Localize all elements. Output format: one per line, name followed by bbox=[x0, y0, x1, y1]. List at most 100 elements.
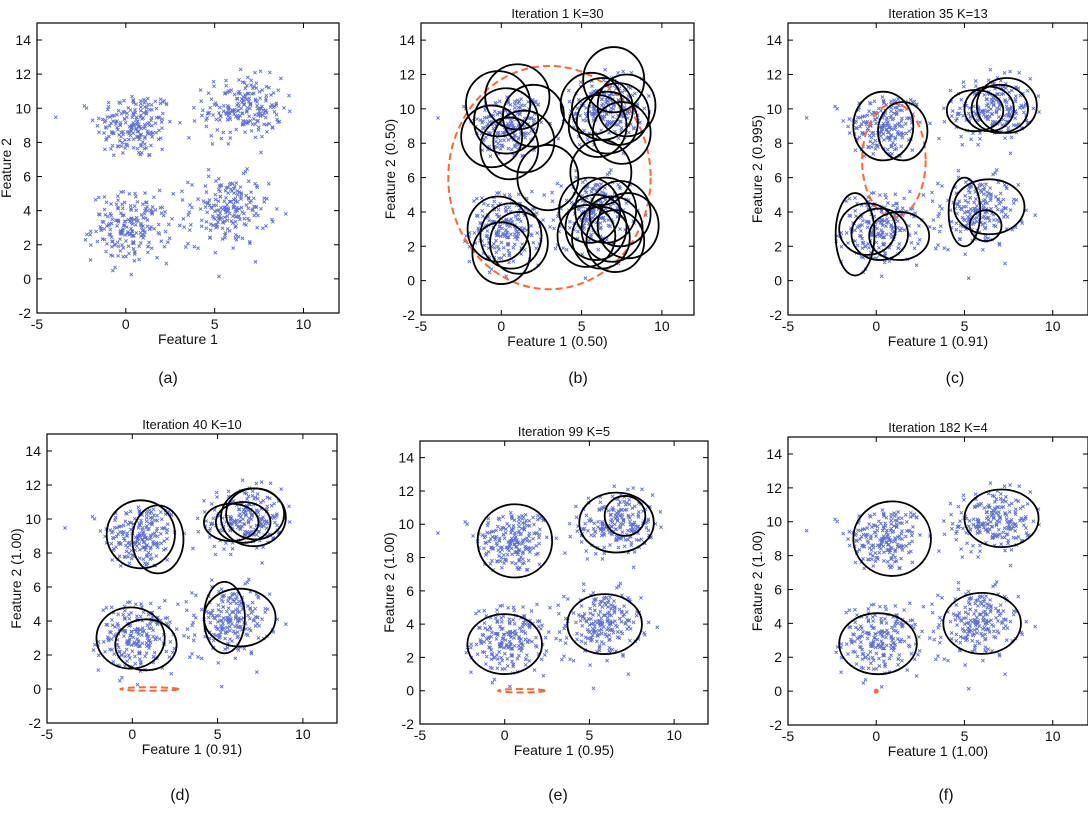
data-point bbox=[237, 524, 242, 529]
data-point bbox=[1004, 638, 1009, 643]
points-f bbox=[804, 481, 1041, 691]
y-tick-label: 8 bbox=[774, 135, 782, 151]
data-point bbox=[534, 246, 539, 251]
data-point bbox=[580, 180, 585, 185]
data-point bbox=[527, 658, 532, 663]
y-tick-label: 8 bbox=[407, 135, 415, 151]
data-point bbox=[495, 619, 500, 623]
data-point bbox=[255, 225, 260, 230]
data-point bbox=[482, 640, 487, 644]
data-point bbox=[506, 632, 511, 637]
data-point bbox=[937, 640, 942, 645]
data-point bbox=[236, 109, 241, 113]
data-point bbox=[958, 229, 963, 234]
data-point bbox=[133, 110, 138, 115]
data-point bbox=[490, 652, 495, 656]
data-point bbox=[864, 615, 869, 619]
data-point bbox=[465, 522, 470, 526]
data-point bbox=[243, 92, 247, 97]
data-point bbox=[574, 515, 579, 520]
data-point bbox=[588, 611, 593, 616]
data-point bbox=[900, 623, 905, 628]
data-point bbox=[500, 658, 505, 663]
data-point bbox=[1028, 76, 1033, 81]
data-point bbox=[502, 138, 506, 143]
data-point bbox=[966, 111, 971, 116]
data-point bbox=[222, 199, 227, 204]
data-point bbox=[477, 609, 481, 614]
data-point bbox=[484, 654, 489, 659]
data-point bbox=[500, 626, 505, 631]
data-point bbox=[103, 118, 108, 123]
data-point bbox=[601, 613, 606, 618]
data-point bbox=[853, 650, 858, 655]
x-tick-label: 5 bbox=[586, 727, 594, 743]
panel-caption: (a) bbox=[158, 370, 178, 387]
data-point bbox=[591, 209, 596, 214]
data-point bbox=[612, 610, 617, 615]
data-point bbox=[896, 516, 901, 520]
data-point bbox=[582, 526, 587, 531]
data-point bbox=[63, 526, 67, 530]
data-point bbox=[231, 202, 236, 207]
data-point bbox=[245, 497, 249, 502]
data-point bbox=[520, 625, 525, 630]
data-point bbox=[154, 106, 159, 111]
data-point bbox=[583, 111, 588, 116]
data-point bbox=[880, 628, 884, 633]
data-point bbox=[954, 227, 959, 232]
data-point bbox=[854, 125, 859, 130]
data-point bbox=[933, 246, 938, 251]
data-point bbox=[155, 545, 160, 550]
data-point bbox=[529, 609, 534, 613]
data-point bbox=[875, 226, 880, 231]
x-tick-label: 0 bbox=[872, 318, 880, 334]
data-point bbox=[603, 198, 608, 203]
data-point bbox=[498, 559, 503, 564]
data-point bbox=[238, 515, 243, 520]
data-point bbox=[620, 512, 625, 517]
data-point bbox=[164, 649, 169, 654]
data-point bbox=[135, 626, 140, 631]
data-point bbox=[217, 274, 221, 279]
data-point bbox=[511, 245, 516, 250]
data-point bbox=[116, 198, 120, 203]
data-point bbox=[505, 664, 510, 668]
data-point bbox=[199, 224, 204, 229]
data-point bbox=[116, 144, 121, 149]
data-point bbox=[1003, 261, 1007, 266]
data-point bbox=[1004, 104, 1009, 109]
data-point bbox=[858, 124, 862, 129]
data-point bbox=[847, 529, 852, 534]
component-ellipse bbox=[203, 587, 277, 648]
data-point bbox=[853, 196, 857, 201]
data-point bbox=[157, 637, 162, 641]
data-point bbox=[436, 116, 440, 120]
component-ellipse bbox=[868, 211, 931, 261]
data-point bbox=[524, 518, 529, 523]
data-point bbox=[884, 195, 889, 200]
data-point bbox=[192, 244, 197, 249]
data-point bbox=[488, 624, 492, 629]
data-point bbox=[983, 637, 987, 642]
data-point bbox=[1009, 547, 1014, 552]
panel-caption: (c) bbox=[946, 370, 965, 387]
data-point bbox=[127, 616, 132, 621]
data-point bbox=[482, 650, 487, 655]
data-point bbox=[541, 218, 545, 223]
data-point bbox=[155, 518, 160, 523]
data-point bbox=[126, 244, 131, 249]
data-point bbox=[255, 496, 260, 501]
data-point bbox=[957, 199, 962, 204]
data-point bbox=[955, 202, 960, 207]
data-point bbox=[122, 98, 126, 103]
data-point bbox=[1011, 612, 1016, 617]
y-tick-label: 0 bbox=[407, 273, 415, 289]
data-point bbox=[892, 539, 897, 544]
data-point bbox=[1019, 516, 1024, 521]
data-point bbox=[519, 629, 524, 634]
data-point bbox=[506, 235, 511, 240]
data-point bbox=[139, 221, 143, 226]
data-point bbox=[264, 84, 269, 89]
y-axis-label: Feature 2 (1.00) bbox=[381, 532, 397, 632]
